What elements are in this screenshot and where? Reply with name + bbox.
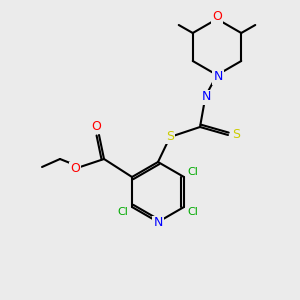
Text: N: N <box>213 70 223 83</box>
Text: O: O <box>212 11 222 23</box>
Text: S: S <box>232 128 240 142</box>
Text: N: N <box>201 91 211 103</box>
Text: Cl: Cl <box>188 167 198 177</box>
Text: Cl: Cl <box>118 207 128 217</box>
Text: Cl: Cl <box>188 207 198 217</box>
Text: O: O <box>91 119 101 133</box>
Text: S: S <box>166 130 174 142</box>
Text: O: O <box>70 163 80 176</box>
Text: N: N <box>153 217 163 230</box>
